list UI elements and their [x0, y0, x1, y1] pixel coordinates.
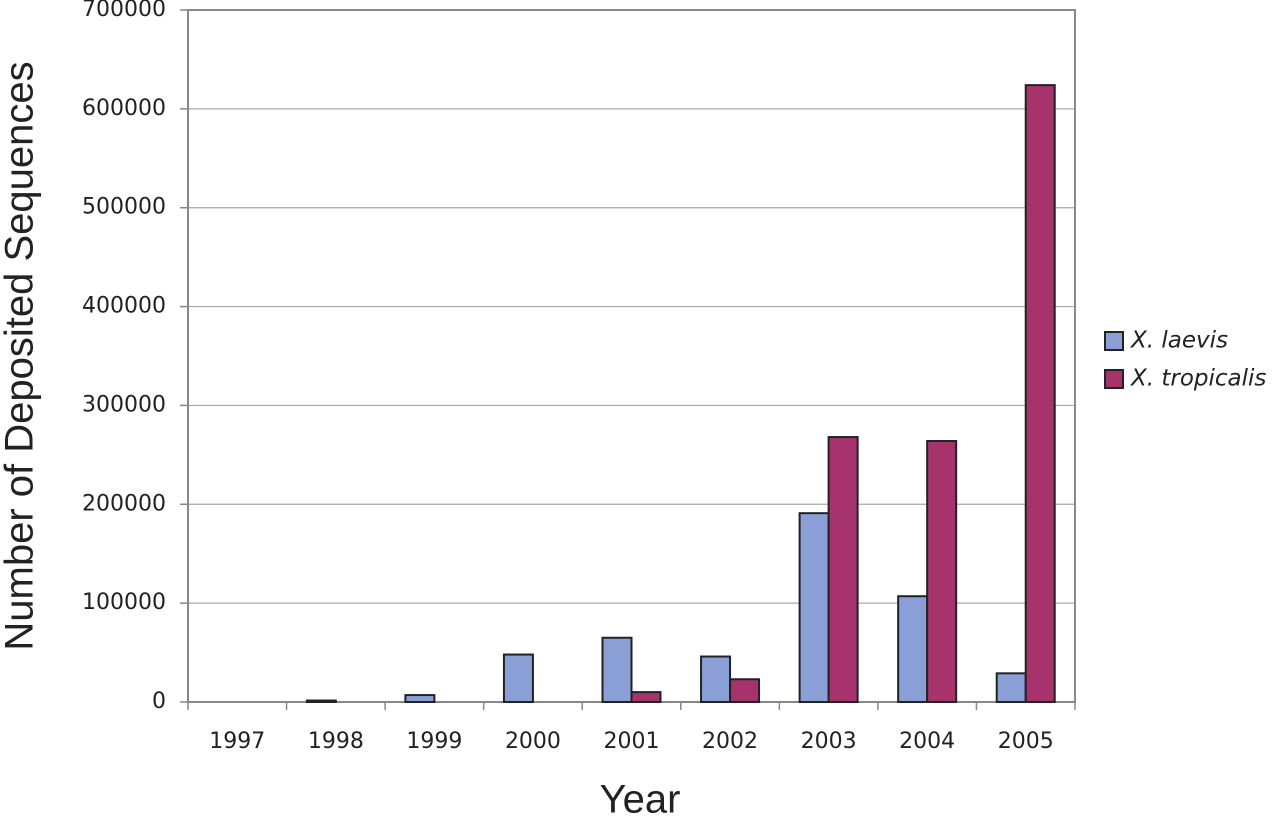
x-tick-label: 2002 [702, 729, 758, 754]
x-tick-label: 2000 [505, 729, 561, 754]
bar [1024, 84, 1056, 704]
x-tick-label: 2004 [899, 729, 955, 754]
bar [897, 595, 929, 703]
y-tick-label: 600000 [82, 96, 166, 121]
y-tick-label: 100000 [82, 590, 166, 615]
y-tick-label: 0 [152, 689, 166, 714]
y-axis-label: Number of Deposited Sequences [0, 61, 42, 650]
bar [601, 636, 633, 703]
bar [827, 436, 859, 703]
bar [404, 694, 436, 704]
bar [798, 512, 830, 703]
bar [630, 691, 662, 703]
x-tick-label: 2001 [604, 729, 660, 754]
bar [926, 440, 958, 703]
y-tick-label: 400000 [82, 294, 166, 319]
bar [502, 653, 534, 704]
bar [700, 655, 732, 703]
x-tick-label: 2003 [801, 729, 857, 754]
y-tick-label: 500000 [82, 195, 166, 220]
bar [305, 699, 337, 704]
legend-label: X. tropicalis [1130, 366, 1266, 392]
y-tick-label: 200000 [82, 491, 166, 516]
legend-label: X. laevis [1130, 328, 1228, 354]
bar [995, 672, 1027, 703]
x-tick-label: 1997 [209, 729, 265, 754]
legend-swatch [1104, 331, 1124, 351]
legend-swatch [1104, 369, 1124, 389]
y-tick-label: 700000 [82, 0, 166, 22]
x-tick-label: 2005 [998, 729, 1054, 754]
x-axis-label: Year [600, 778, 681, 822]
y-tick-label: 300000 [82, 392, 166, 417]
x-tick-label: 1999 [406, 729, 462, 754]
x-tick-label: 1998 [308, 729, 364, 754]
bar [729, 678, 761, 704]
